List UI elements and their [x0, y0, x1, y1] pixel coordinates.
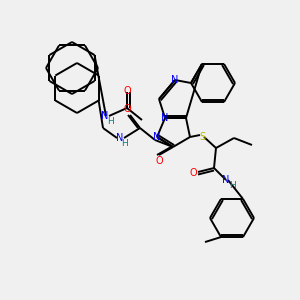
Text: O: O — [123, 104, 131, 114]
Text: O: O — [155, 156, 163, 166]
Text: H: H — [122, 140, 128, 148]
Text: N: N — [153, 132, 161, 142]
Text: N: N — [222, 175, 230, 185]
Text: N: N — [161, 113, 169, 123]
Text: O: O — [123, 86, 131, 96]
Text: S: S — [199, 132, 205, 142]
Text: N: N — [101, 111, 109, 121]
Text: O: O — [189, 168, 197, 178]
Text: H: H — [108, 116, 114, 125]
Text: N: N — [171, 75, 179, 85]
Text: H: H — [230, 181, 236, 190]
Text: N: N — [116, 133, 124, 143]
